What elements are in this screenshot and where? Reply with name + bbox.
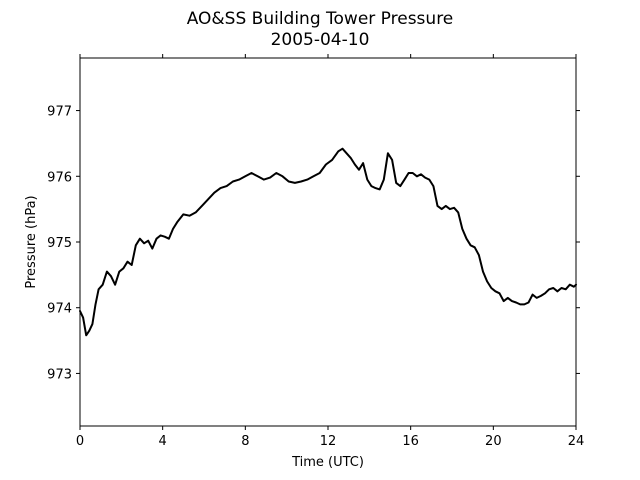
y-tick-label: 976 (47, 170, 72, 185)
x-tick-label: 0 (76, 434, 84, 449)
plot-frame (79, 57, 577, 427)
x-tick-label: 20 (485, 434, 502, 449)
x-tick-label: 8 (241, 434, 249, 449)
y-tick-label: 973 (47, 367, 72, 382)
series-line-pressure (79, 147, 577, 337)
chart-subtitle: 2005-04-10 (271, 30, 370, 50)
x-tick-label: 24 (568, 434, 585, 449)
y-tick-label: 975 (47, 236, 72, 251)
y-axis-label: Pressure (hPa) (24, 195, 39, 288)
chart-title: AO&SS Building Tower Pressure (187, 9, 454, 29)
series-layer (79, 147, 577, 337)
x-axis-label: Time (UTC) (291, 455, 364, 470)
y-tick-label: 974 (47, 302, 72, 317)
y-tick-label: 977 (47, 105, 72, 120)
x-tick-label: 12 (320, 434, 337, 449)
axis-ticks: 0 4 8 12 16 20 24 973 974 975 976 977 (47, 54, 584, 449)
x-tick-label: 4 (159, 434, 167, 449)
x-tick-label: 16 (402, 434, 419, 449)
